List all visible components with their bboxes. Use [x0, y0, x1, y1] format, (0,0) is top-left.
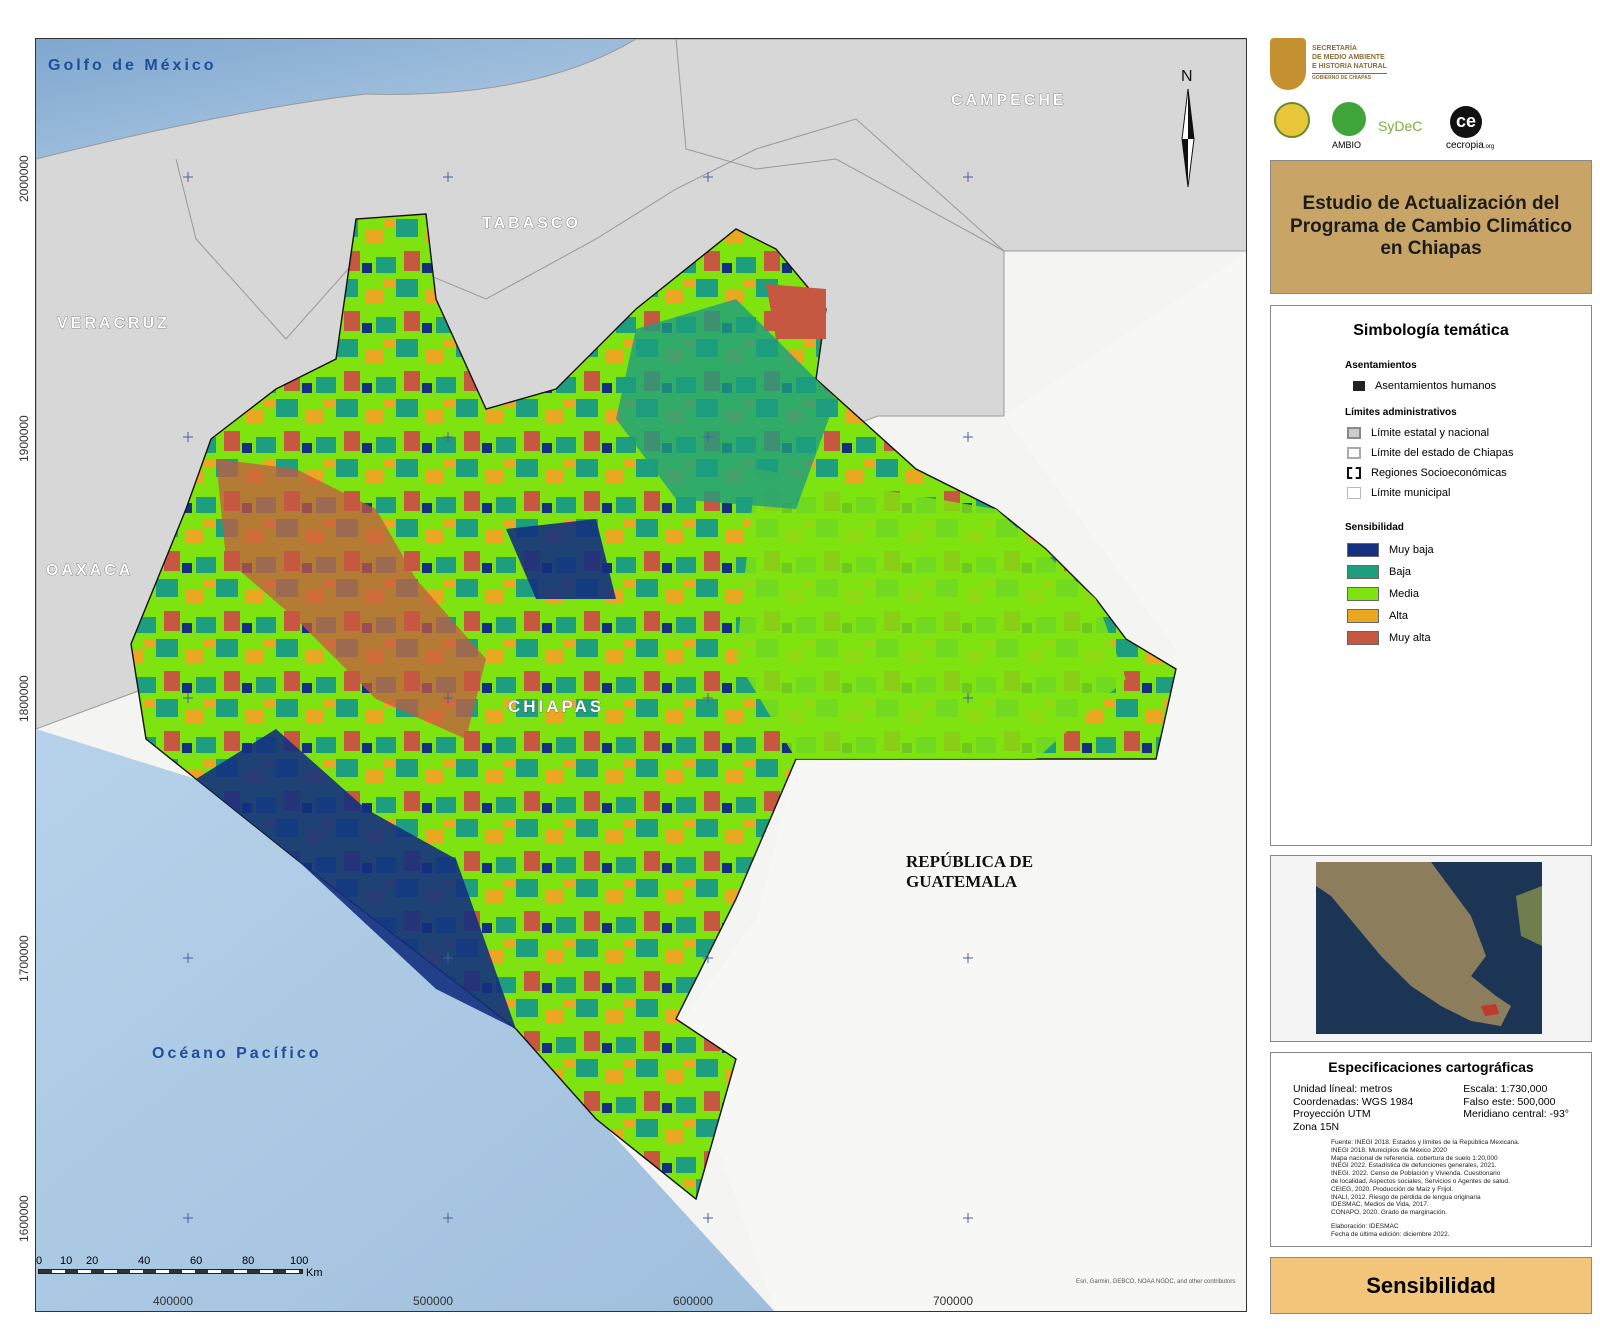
- map-title: Estudio de Actualización del Programa de…: [1270, 160, 1592, 294]
- label-guatemala-2: GUATEMALA: [906, 872, 1018, 891]
- swatch-muy-alta: [1347, 631, 1379, 645]
- scale-60: 60: [190, 1255, 203, 1267]
- scale-20: 20: [86, 1255, 99, 1267]
- x-tick-500000: 500000: [413, 1294, 454, 1308]
- legend-sensibilidad-header: Sensibilidad: [1345, 522, 1404, 533]
- legend-class-baja: Baja: [1347, 565, 1575, 579]
- state-border-campeche: [675, 39, 1005, 252]
- state-border-tabasco: [175, 118, 1005, 340]
- legend-class-media: Media: [1347, 587, 1575, 601]
- boundary-black-icon: [1347, 467, 1361, 479]
- label-chiapas: CHIAPAS: [508, 697, 604, 716]
- legend-title: Simbología temática: [1353, 322, 1509, 339]
- chiapas-seal-logo: [1270, 38, 1306, 90]
- label-pacifico: Océano Pacífico: [152, 1045, 322, 1062]
- region-media-east: [736, 469, 1126, 759]
- cecropia-label: cecropia.org: [1446, 140, 1495, 151]
- legend-limites-header: Límites administrativos: [1345, 407, 1457, 418]
- map-attribution: Esri, Garmin, GEBCO, NOAA NGDC, and othe…: [1076, 1279, 1236, 1285]
- ambio-logo: [1332, 102, 1366, 136]
- swatch-baja: [1347, 565, 1379, 579]
- pacific-ocean: [36, 729, 775, 1311]
- label-tabasco: TABASCO: [482, 215, 581, 232]
- y-tick-1800000: 1800000: [17, 675, 31, 722]
- label-guatemala-1: REPÚBLICA DE: [906, 852, 1033, 871]
- gulf-of-mexico: [36, 39, 636, 159]
- swatch-media: [1347, 587, 1379, 601]
- y-tick-1700000: 1700000: [17, 935, 31, 982]
- map-canvas: Golfo de México CAMPECHE TABASCO VERACRU…: [36, 39, 1246, 1311]
- legend-limite-estatal: Límite estatal y nacional: [1347, 426, 1575, 440]
- x-tick-600000: 600000: [673, 1294, 714, 1308]
- boundary-thin-icon: [1347, 487, 1361, 499]
- inset-map: [1270, 855, 1592, 1042]
- logo-area: SECRETARÍA DE MEDIO AMBIENTE E HISTORIA …: [1270, 34, 1592, 154]
- sydec-logo: SyDeC: [1378, 118, 1423, 134]
- scale-10: 10: [60, 1255, 73, 1267]
- legend-limite-chiapas: Límite del estado de Chiapas: [1347, 446, 1575, 460]
- region-muy-alta-maya: [766, 284, 826, 339]
- inset-map-canvas: [1316, 862, 1542, 1034]
- region-muy-baja-coast: [196, 729, 516, 1029]
- theme-title: Sensibilidad: [1270, 1257, 1592, 1314]
- region-muy-alta-west: [216, 459, 486, 739]
- y-tick-1900000: 1900000: [17, 415, 31, 462]
- map-frame: Golfo de México CAMPECHE TABASCO VERACRU…: [35, 38, 1247, 1312]
- region-baja-north: [616, 299, 836, 509]
- y-tick-1600000: 1600000: [17, 1195, 31, 1242]
- label-veracruz: VERACRUZ: [57, 315, 170, 332]
- swatch-alta: [1347, 609, 1379, 623]
- scale-80: 80: [242, 1255, 255, 1267]
- scale-bar: 0 10 20 40 60 80 100 Km: [36, 1255, 338, 1297]
- scale-unit: Km: [306, 1267, 323, 1279]
- spec-left: Unidad líneal: metros Coordenadas: WGS 1…: [1293, 1083, 1414, 1133]
- legend-limite-municipal: Límite municipal: [1347, 486, 1575, 500]
- x-tick-700000: 700000: [933, 1294, 974, 1308]
- spec-right: Escala: 1:730,000 Falso este: 500,000 Me…: [1463, 1083, 1569, 1120]
- region-muy-baja-altos: [506, 519, 616, 599]
- settlement-icon: [1353, 381, 1365, 391]
- boundary-white-icon: [1347, 447, 1361, 459]
- legend-class-muy-alta: Muy alta: [1347, 631, 1575, 645]
- side-panel: SECRETARÍA DE MEDIO AMBIENTE E HISTORIA …: [1262, 30, 1594, 1330]
- guatemala-land: [676, 252, 1246, 1311]
- legend-asentamientos-item: Asentamientos humanos: [1347, 379, 1575, 393]
- label-oaxaca: OAXACA: [46, 562, 133, 579]
- scale-100: 100: [290, 1255, 309, 1267]
- legend-class-alta: Alta: [1347, 609, 1575, 623]
- swatch-muy-baja: [1347, 543, 1379, 557]
- spec-title: Especificaciones cartográficas: [1328, 1059, 1534, 1075]
- ambio-label: AMBIO: [1332, 140, 1362, 150]
- north-arrow-label: N: [1181, 68, 1193, 85]
- idesmac-logo: [1274, 102, 1310, 138]
- graticule: [183, 172, 973, 1223]
- north-arrow: N: [1181, 68, 1195, 188]
- legend-asentamientos-header: Asentamientos: [1345, 360, 1417, 371]
- cartographic-specs: Especificaciones cartográficas Unidad lí…: [1270, 1052, 1592, 1247]
- label-campeche: CAMPECHE: [951, 92, 1067, 109]
- label-golfo: Golfo de México: [48, 57, 217, 74]
- y-tick-2000000: 2000000: [17, 155, 31, 202]
- scale-0: 0: [36, 1255, 43, 1267]
- scale-40: 40: [138, 1255, 151, 1267]
- boundary-grey-icon: [1347, 427, 1361, 439]
- legend-regiones: Regiones Socioeconómicas: [1347, 466, 1575, 480]
- x-tick-400000: 400000: [153, 1294, 194, 1308]
- cecropia-logo: ce: [1450, 106, 1482, 138]
- legend-class-muy-baja: Muy baja: [1347, 543, 1575, 557]
- secretaria-logo-text: SECRETARÍA DE MEDIO AMBIENTE E HISTORIA …: [1312, 45, 1387, 81]
- spec-sources: Fuente: INEGI 2018. Estados y límites de…: [1331, 1139, 1520, 1238]
- legend: Simbología temática Asentamientos Asenta…: [1270, 305, 1592, 846]
